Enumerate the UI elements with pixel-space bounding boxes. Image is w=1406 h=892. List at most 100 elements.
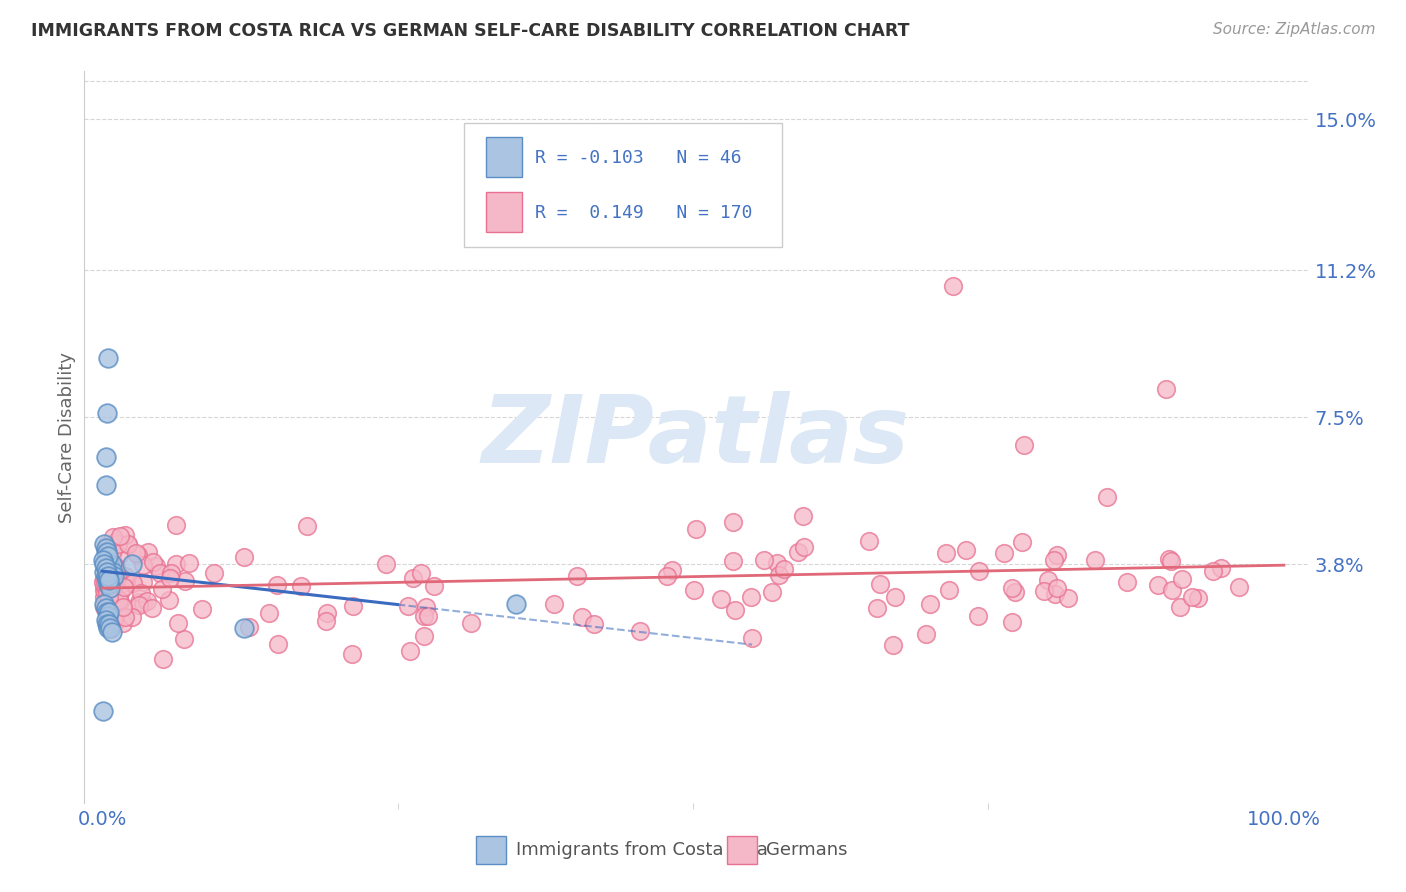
Point xyxy=(105,559,128,574)
Point xyxy=(94,545,117,559)
Point xyxy=(94,613,117,627)
Point xyxy=(96,585,118,599)
Point xyxy=(100,567,122,582)
Point xyxy=(96,566,118,580)
Point xyxy=(96,549,118,564)
Point xyxy=(107,591,129,605)
Point xyxy=(315,614,337,628)
Point xyxy=(150,582,173,596)
Point xyxy=(683,583,706,598)
Bar xyxy=(727,836,758,863)
Point xyxy=(1038,573,1060,587)
Point xyxy=(91,575,114,590)
Point xyxy=(91,553,114,567)
Point xyxy=(661,563,683,577)
Point xyxy=(232,550,254,565)
Point xyxy=(1046,581,1069,595)
Point xyxy=(93,578,115,592)
Point xyxy=(104,561,127,575)
Point xyxy=(768,567,790,582)
Point xyxy=(238,620,260,634)
Point xyxy=(114,575,136,590)
Point xyxy=(97,593,120,607)
Point xyxy=(121,576,143,591)
Point xyxy=(100,558,122,572)
Point xyxy=(96,555,118,569)
Point xyxy=(157,593,180,607)
Point xyxy=(96,573,118,587)
Point xyxy=(1154,383,1177,397)
Point xyxy=(396,599,419,613)
Point xyxy=(1095,490,1118,504)
Point xyxy=(1043,587,1066,601)
Text: ZIPatlas: ZIPatlas xyxy=(482,391,910,483)
Point xyxy=(232,621,254,635)
Point xyxy=(267,637,290,651)
Point xyxy=(1046,549,1069,563)
Point xyxy=(103,568,125,582)
Point xyxy=(114,610,136,624)
Point xyxy=(101,543,124,558)
Point xyxy=(117,538,139,552)
Point xyxy=(1209,560,1232,574)
Point xyxy=(94,541,117,556)
Point xyxy=(128,594,150,608)
Point xyxy=(96,557,118,571)
Point xyxy=(160,566,183,581)
Point xyxy=(101,574,124,588)
Text: IMMIGRANTS FROM COSTA RICA VS GERMAN SELF-CARE DISABILITY CORRELATION CHART: IMMIGRANTS FROM COSTA RICA VS GERMAN SEL… xyxy=(31,22,910,40)
Point xyxy=(257,606,280,620)
Point xyxy=(567,569,589,583)
Point xyxy=(93,590,115,604)
Point xyxy=(415,600,437,615)
Point xyxy=(129,585,152,599)
Point xyxy=(787,545,810,559)
Point xyxy=(399,643,422,657)
Point xyxy=(121,609,143,624)
Point xyxy=(967,564,990,578)
FancyBboxPatch shape xyxy=(464,122,782,247)
Point xyxy=(1011,535,1033,549)
Point xyxy=(628,624,651,638)
Point xyxy=(103,611,125,625)
Point xyxy=(98,561,121,575)
Point xyxy=(869,577,891,591)
Text: R = -0.103   N = 46: R = -0.103 N = 46 xyxy=(534,149,741,167)
Point xyxy=(136,544,159,558)
Point xyxy=(1116,575,1139,590)
Point xyxy=(98,605,121,619)
Point xyxy=(402,571,425,585)
Point xyxy=(165,517,187,532)
Point xyxy=(93,573,115,587)
Point xyxy=(173,632,195,646)
Point xyxy=(94,582,117,596)
Point xyxy=(97,609,120,624)
Point xyxy=(117,537,139,551)
Point xyxy=(101,566,124,580)
Point xyxy=(418,608,440,623)
Point xyxy=(761,585,783,599)
Point xyxy=(710,592,733,607)
Point xyxy=(374,558,396,572)
Point xyxy=(1012,438,1035,452)
Point xyxy=(295,518,318,533)
Point xyxy=(93,583,115,598)
Point xyxy=(316,606,339,620)
Point xyxy=(108,593,131,607)
Point xyxy=(111,615,134,630)
Point xyxy=(125,546,148,560)
Point xyxy=(100,624,122,639)
Point xyxy=(505,597,527,611)
Point xyxy=(342,599,364,614)
Point xyxy=(108,595,131,609)
Point xyxy=(918,598,941,612)
Point xyxy=(103,530,125,544)
Point xyxy=(1171,572,1194,586)
Point xyxy=(1160,583,1182,598)
Point xyxy=(114,569,136,583)
Text: R =  0.149   N = 170: R = 0.149 N = 170 xyxy=(534,203,752,221)
Point xyxy=(94,561,117,575)
Point xyxy=(100,574,122,588)
Point xyxy=(754,553,776,567)
Text: Germans: Germans xyxy=(766,841,848,859)
